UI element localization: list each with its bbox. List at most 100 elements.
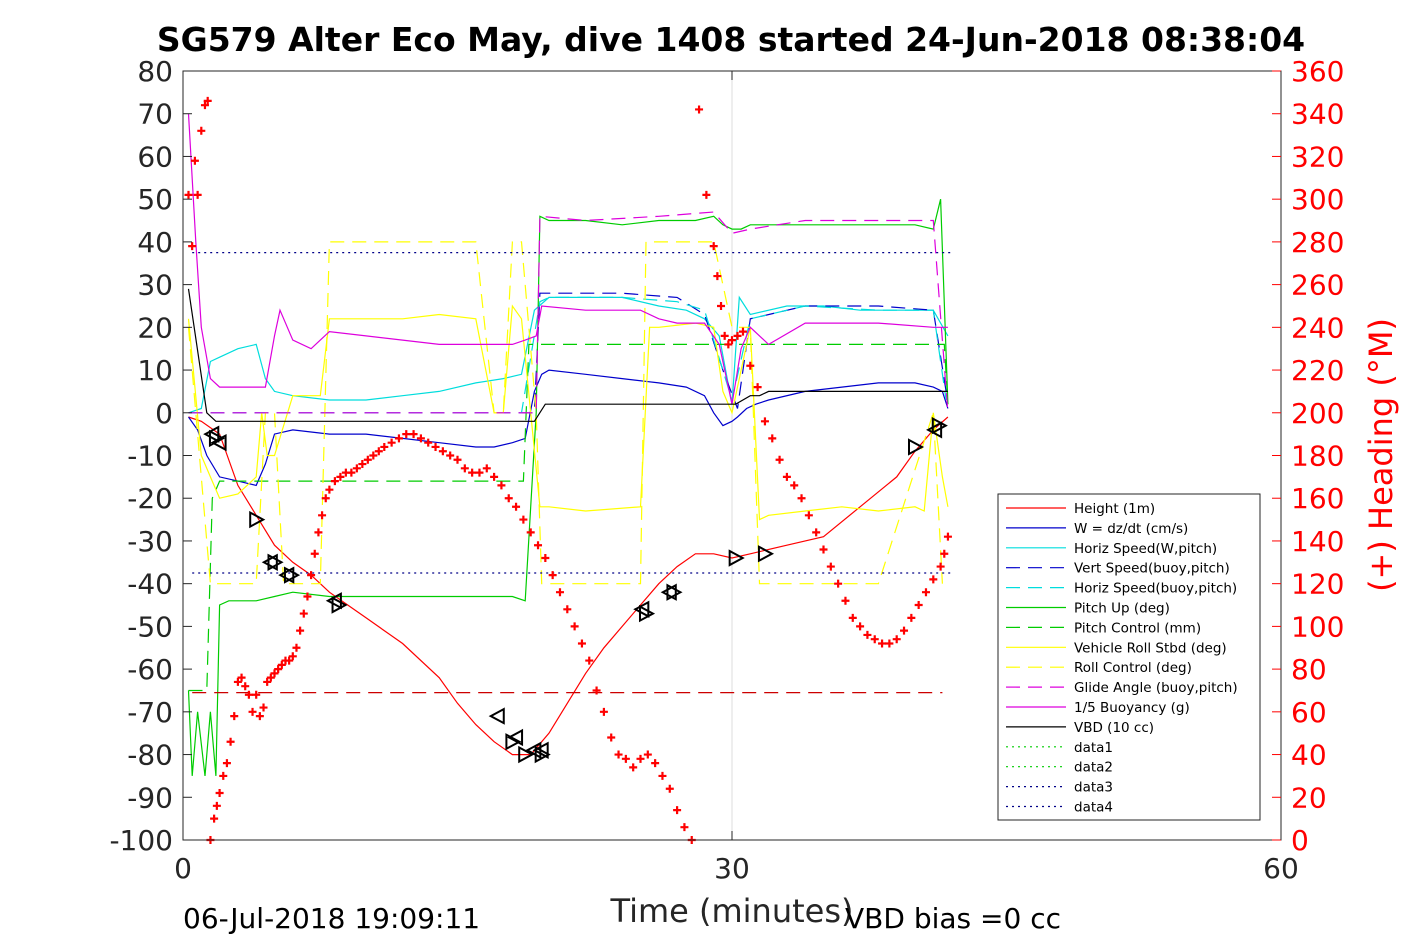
heading-point <box>190 156 199 165</box>
heading-point <box>255 712 264 721</box>
right-triangle-marker <box>908 438 925 456</box>
heading-point <box>629 763 638 772</box>
heading-point <box>402 430 411 439</box>
heading-point <box>212 801 221 810</box>
heading-point <box>188 242 197 251</box>
heading-point <box>695 105 704 114</box>
right-triangle-marker <box>208 429 226 448</box>
y-tick-label-right: 200 <box>1291 397 1344 430</box>
heading-point <box>943 532 952 541</box>
heading-point <box>222 759 231 768</box>
left-triangle-marker <box>488 707 505 725</box>
heading-point <box>555 588 564 597</box>
heading-point <box>768 434 777 443</box>
heading-point <box>193 190 202 199</box>
y-tick-label: -50 <box>127 610 173 643</box>
right-triangle-marker <box>728 549 745 567</box>
heading-point <box>490 472 499 481</box>
heading-point <box>318 511 327 520</box>
y-tick-label-right: 260 <box>1291 269 1344 302</box>
heading-point <box>636 754 645 763</box>
heading-point <box>363 455 372 464</box>
y-tick-label-right: 280 <box>1291 226 1344 259</box>
right-triangle-marker <box>666 583 683 601</box>
heading-point <box>599 707 608 716</box>
heading-point <box>775 455 784 464</box>
y-tick-label-right: 300 <box>1291 183 1344 216</box>
heading-point <box>717 301 726 310</box>
legend-label: data2 <box>1074 760 1113 776</box>
heading-point <box>210 814 219 823</box>
y-tick-label: 80 <box>137 55 173 88</box>
legend-label: data4 <box>1074 800 1113 816</box>
right-triangle-marker <box>518 745 535 764</box>
heading-point <box>352 464 361 473</box>
heading-point <box>358 460 367 469</box>
heading-point <box>215 789 224 798</box>
heading-point <box>702 190 711 199</box>
heading-point <box>241 682 250 691</box>
heading-point <box>570 622 579 631</box>
heading-point <box>394 434 403 443</box>
legend-label: W = dz/dt (cm/s) <box>1074 521 1188 537</box>
y-tick-label: 70 <box>137 98 173 131</box>
y-tick-label: 0 <box>155 397 173 430</box>
y-tick-label: -100 <box>109 824 173 857</box>
legend-label: Pitch Control (mm) <box>1074 620 1201 636</box>
legend: Height (1m) W = dz/dt (cm/s) Horiz Speed(W… <box>997 493 1261 821</box>
legend-label: Height (1m) <box>1074 501 1155 517</box>
heading-point <box>369 451 378 460</box>
heading-point <box>475 468 484 477</box>
heading-point <box>274 665 283 674</box>
heading-point <box>321 494 330 503</box>
heading-point <box>643 750 652 759</box>
y-tick-label-right: 80 <box>1291 653 1327 686</box>
x-tick-label: 0 <box>174 852 192 885</box>
heading-point <box>870 635 879 644</box>
heading-point <box>519 515 528 524</box>
footer-vbd-bias: VBD bias =0 cc <box>845 902 1061 935</box>
heading-point <box>374 447 383 456</box>
heading-point <box>607 733 616 742</box>
heading-point <box>226 737 235 746</box>
legend-label: Horiz Speed(W,pitch) <box>1074 541 1217 557</box>
heading-point <box>482 464 491 473</box>
y-tick-label: -30 <box>127 525 173 558</box>
heading-point <box>892 635 901 644</box>
y-tick-label: 40 <box>137 226 173 259</box>
heading-point <box>307 571 316 580</box>
y-tick-label-right: 40 <box>1291 739 1327 772</box>
y-tick-label-right: 220 <box>1291 354 1344 387</box>
y-tick-label: -70 <box>127 696 173 729</box>
heading-point <box>936 562 945 571</box>
heading-point <box>330 477 339 486</box>
heading-point <box>728 336 736 345</box>
right-triangle-marker <box>757 545 775 563</box>
left-triangle-marker <box>210 434 227 452</box>
heading-point <box>826 562 835 571</box>
y-tick-label-right: 60 <box>1291 696 1327 729</box>
heading-point <box>424 438 433 447</box>
heading-point <box>468 468 477 477</box>
heading-point <box>548 571 557 580</box>
heading-point <box>259 703 268 712</box>
x-axis-label: Time (minutes) <box>610 892 854 930</box>
heading-point <box>416 434 425 443</box>
left-triangle-marker <box>525 741 542 759</box>
y-tick-label-right: 360 <box>1291 55 1344 88</box>
heading-point <box>534 541 543 550</box>
heading-point <box>497 481 506 490</box>
heading-point <box>512 502 521 511</box>
right-triangle-marker <box>267 553 284 571</box>
heading-point <box>219 771 228 780</box>
left-triangle-marker <box>633 600 650 618</box>
heading-point <box>409 430 418 439</box>
series-line-vehicle-roll-stbd-deg- <box>187 304 949 521</box>
chart-title: SG579 Alter Eco May, dive 1408 started 2… <box>157 20 1305 59</box>
heading-point <box>733 331 742 340</box>
y-tick-label-right: 20 <box>1291 781 1327 814</box>
heading-point <box>336 472 345 481</box>
axes: 80706050403020100-10-20-30-40-50-60-70-8… <box>109 55 1344 885</box>
heading-point <box>914 601 923 610</box>
heading-point <box>200 101 209 110</box>
